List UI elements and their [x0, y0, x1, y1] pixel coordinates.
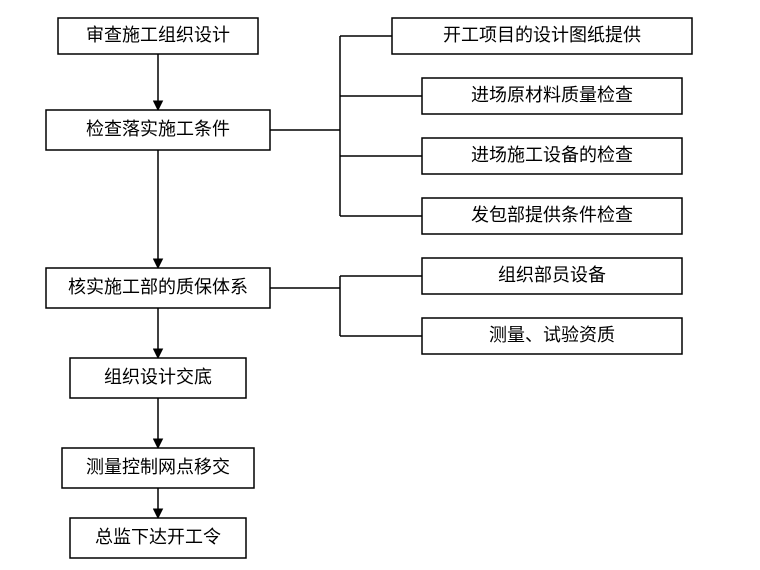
flow-node-label: 审查施工组织设计: [86, 25, 230, 45]
flow-node-n2: 检查落实施工条件: [46, 110, 270, 150]
flow-node-label: 组织部员设备: [498, 265, 606, 285]
flow-node-n5: 测量控制网点移交: [62, 448, 254, 488]
flowchart-canvas: 审查施工组织设计检查落实施工条件核实施工部的质保体系组织设计交底测量控制网点移交…: [0, 0, 760, 570]
flow-node-label: 核实施工部的质保体系: [68, 277, 248, 297]
nodes-layer: 审查施工组织设计检查落实施工条件核实施工部的质保体系组织设计交底测量控制网点移交…: [46, 18, 692, 558]
flow-node-label: 检查落实施工条件: [86, 119, 230, 139]
flow-node-label: 发包部提供条件检查: [471, 205, 633, 225]
flow-node-n1: 审查施工组织设计: [58, 18, 258, 54]
flow-node-r5: 组织部员设备: [422, 258, 682, 294]
flow-node-label: 测量、试验资质: [489, 325, 615, 345]
flow-node-label: 进场施工设备的检查: [471, 145, 633, 165]
flow-node-n3: 核实施工部的质保体系: [46, 268, 270, 308]
flow-node-label: 测量控制网点移交: [86, 457, 230, 477]
flow-node-label: 组织设计交底: [104, 367, 212, 387]
flow-node-r3: 进场施工设备的检查: [422, 138, 682, 174]
flow-node-n6: 总监下达开工令: [70, 518, 246, 558]
flow-node-r6: 测量、试验资质: [422, 318, 682, 354]
flow-node-n4: 组织设计交底: [70, 358, 246, 398]
flow-node-r4: 发包部提供条件检查: [422, 198, 682, 234]
flow-node-r1: 开工项目的设计图纸提供: [392, 18, 692, 54]
flow-node-label: 进场原材料质量检查: [471, 85, 633, 105]
flow-node-label: 总监下达开工令: [95, 527, 221, 547]
flow-node-r2: 进场原材料质量检查: [422, 78, 682, 114]
flow-node-label: 开工项目的设计图纸提供: [443, 25, 641, 45]
